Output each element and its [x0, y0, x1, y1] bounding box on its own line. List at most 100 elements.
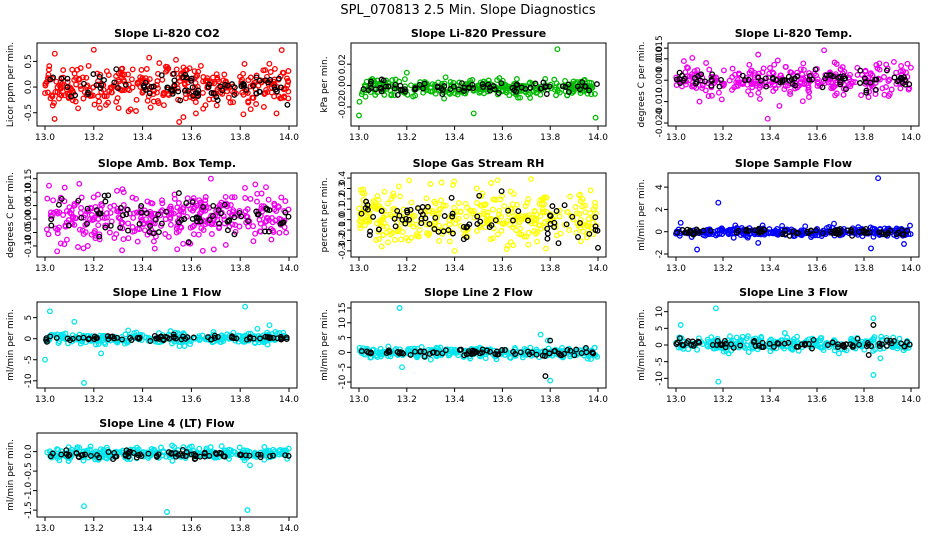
data-point [144, 198, 151, 205]
data-point [146, 228, 153, 235]
data-point [883, 337, 890, 344]
x-tick-label: 13.4 [760, 264, 780, 274]
data-point [261, 444, 268, 450]
data-point [275, 75, 282, 82]
data-point [171, 77, 178, 84]
plot-frame [36, 42, 298, 127]
data-point [767, 65, 773, 71]
x-tick-label: 13.4 [445, 133, 465, 143]
data-point [866, 229, 873, 236]
data-point [582, 344, 589, 351]
data-point [863, 87, 870, 94]
x-tick-label: 13.4 [760, 395, 780, 405]
data-point [543, 83, 549, 90]
data-point [463, 224, 470, 231]
data-point [64, 75, 71, 82]
data-point [713, 232, 719, 239]
data-point [277, 84, 284, 91]
data-point [188, 77, 195, 84]
x-tick-label: 13.6 [807, 395, 827, 405]
data-point [555, 83, 562, 89]
data-point [370, 213, 377, 220]
x-tick-label: 14.0 [588, 264, 608, 274]
data-point [143, 210, 150, 217]
data-point [900, 74, 907, 81]
data-point [421, 348, 428, 355]
data-point [60, 67, 67, 74]
data-point [107, 209, 114, 216]
data-point [562, 77, 569, 84]
data-point [156, 335, 163, 342]
data-point [180, 240, 187, 247]
data-point [450, 181, 456, 188]
data-point [702, 87, 709, 94]
data-point [42, 82, 49, 89]
data-point [114, 205, 121, 212]
data-point [517, 225, 524, 232]
data-point [674, 339, 681, 346]
data-point [392, 81, 399, 88]
data-point [146, 76, 153, 83]
data-point [53, 334, 60, 341]
data-point [593, 210, 600, 217]
data-point [75, 76, 82, 83]
data-point [840, 341, 847, 348]
data-point [427, 181, 434, 187]
data-point [378, 243, 385, 250]
data-point [113, 66, 120, 73]
data-point [541, 219, 548, 225]
data-point [455, 200, 462, 207]
data-point [275, 203, 282, 210]
data-point [76, 444, 83, 451]
data-point [125, 220, 132, 227]
data-point [247, 106, 254, 113]
data-point [282, 452, 289, 459]
data-point [781, 86, 788, 93]
data-point [515, 208, 522, 215]
data-point [374, 193, 381, 200]
data-point [394, 207, 401, 214]
data-point [392, 76, 399, 83]
data-point [266, 217, 272, 224]
data-point [808, 230, 815, 237]
x-tick-label: 13.2 [84, 524, 104, 534]
data-point [822, 229, 829, 236]
data-point [697, 77, 704, 84]
data-point [50, 209, 57, 216]
data-point [201, 450, 208, 457]
data-point [51, 115, 58, 122]
data-point [689, 82, 696, 89]
data-point [819, 84, 826, 91]
data-point [540, 79, 547, 86]
data-point [62, 222, 69, 229]
x-tick-label: 13.8 [230, 264, 250, 274]
y-tick-label: -5 [655, 357, 665, 366]
data-point [78, 204, 85, 211]
data-point [870, 347, 877, 354]
data-point [110, 456, 117, 463]
data-point [202, 197, 209, 204]
data-point [906, 81, 913, 88]
data-point [233, 335, 240, 342]
data-point [208, 231, 215, 237]
data-point [95, 341, 102, 347]
data-point [190, 92, 197, 99]
data-point [74, 66, 81, 73]
data-point [384, 200, 391, 207]
data-point [267, 69, 274, 75]
data-point [79, 227, 86, 234]
panel-title: Slope Amb. Box Temp. [98, 157, 236, 170]
data-point [883, 61, 890, 68]
data-point [229, 194, 235, 201]
data-point [206, 96, 213, 103]
data-point [405, 237, 412, 244]
data-point [840, 91, 847, 98]
data-point [553, 232, 560, 239]
data-point [164, 509, 170, 515]
data-point [45, 231, 52, 238]
x-tick-label: 14.0 [588, 133, 608, 143]
data-point [883, 342, 890, 349]
data-point [251, 450, 258, 457]
data-point [154, 98, 161, 104]
data-point [680, 58, 687, 65]
